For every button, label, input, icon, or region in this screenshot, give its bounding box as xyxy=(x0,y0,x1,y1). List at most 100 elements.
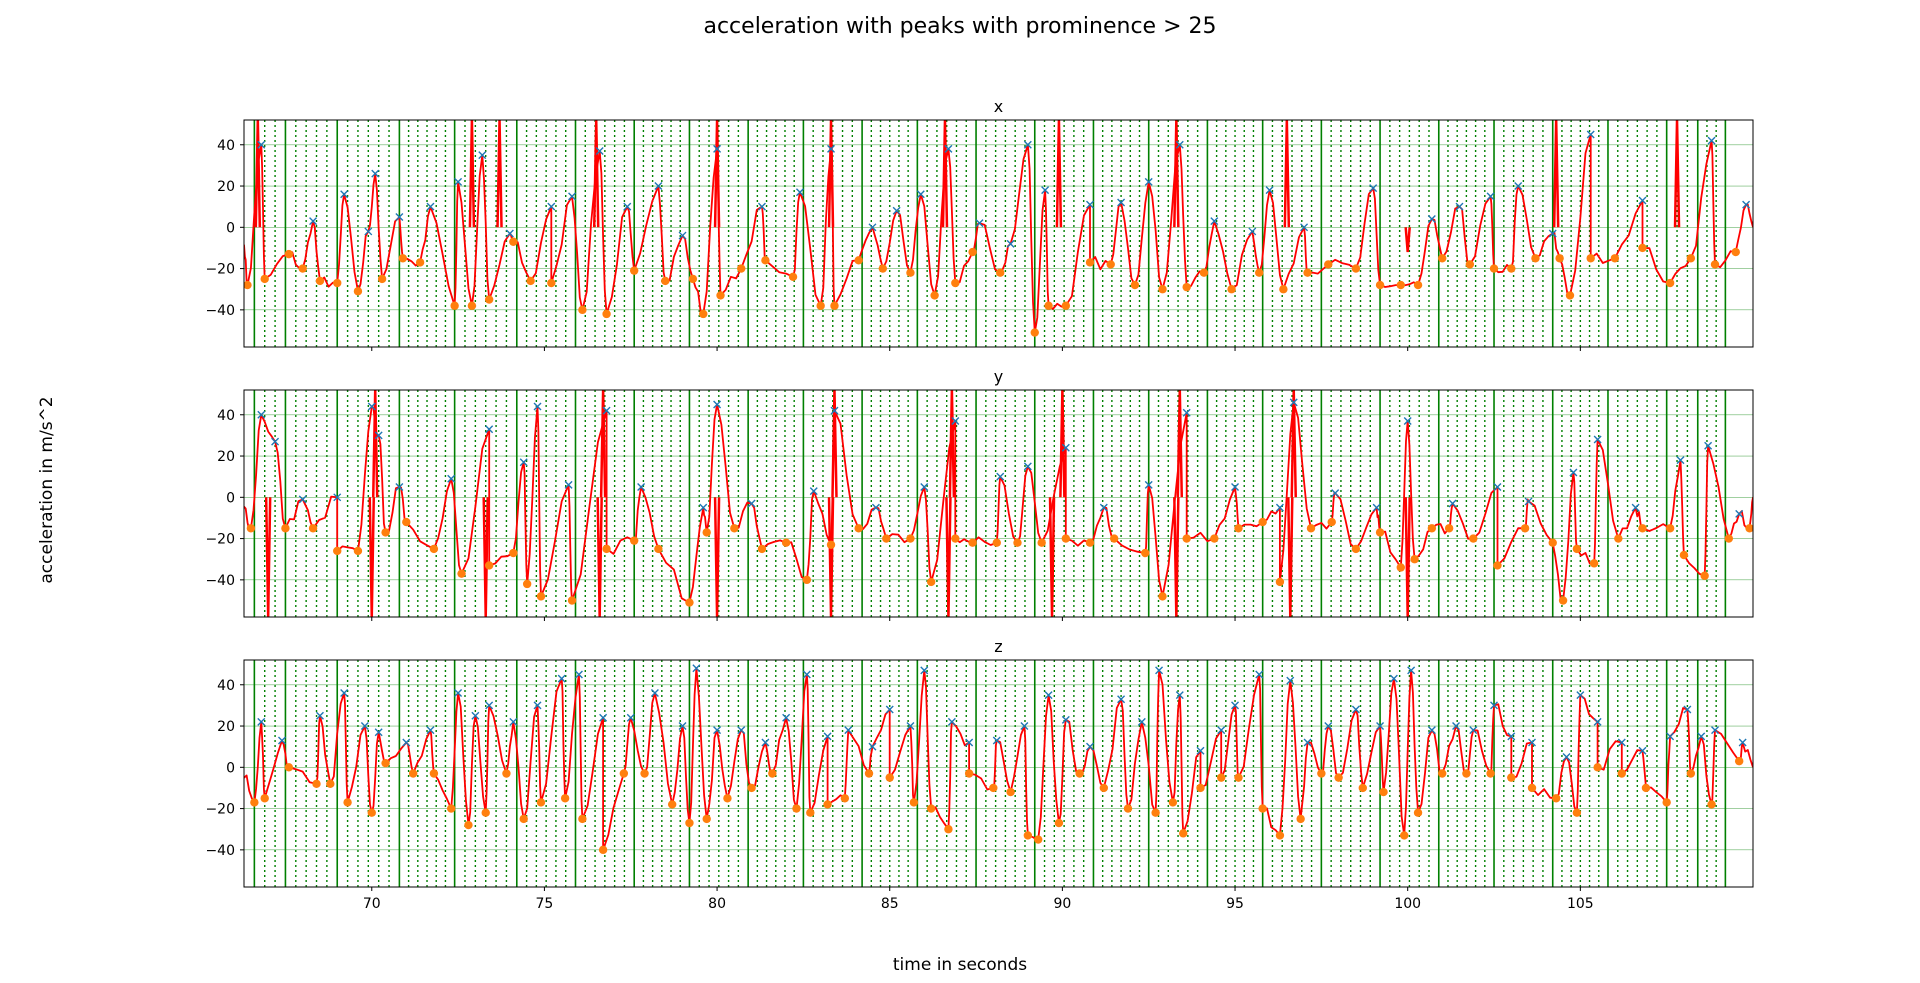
peak-marker xyxy=(602,406,611,415)
signal-spike xyxy=(827,497,835,617)
valley-marker xyxy=(1665,524,1675,533)
peak-marker xyxy=(426,202,435,211)
peak-marker xyxy=(1023,140,1032,149)
valley-marker xyxy=(823,800,832,809)
valley-marker xyxy=(1034,835,1043,844)
x-tick-label: 100 xyxy=(1394,896,1421,912)
valley-marker xyxy=(353,546,363,556)
figure-title: acceleration with peaks with prominence … xyxy=(703,14,1217,39)
valley-marker xyxy=(816,301,825,310)
peak-marker xyxy=(1099,503,1108,512)
peak-marker xyxy=(1372,503,1381,512)
peak-marker xyxy=(1452,722,1461,731)
valley-marker xyxy=(1275,831,1285,840)
y-tick-label: 40 xyxy=(217,678,235,694)
valley-marker xyxy=(1438,254,1447,263)
valley-marker xyxy=(996,268,1005,277)
y-tick-label: −20 xyxy=(205,802,235,818)
peak-marker xyxy=(678,231,687,240)
peak-marker xyxy=(257,410,266,419)
valley-marker xyxy=(1199,268,1209,277)
valley-marker xyxy=(930,291,939,300)
peak-marker xyxy=(844,726,853,735)
signal-spike xyxy=(1173,497,1180,617)
signal-spike xyxy=(1055,120,1063,228)
valley-marker xyxy=(1589,559,1599,568)
valley-marker xyxy=(1507,773,1516,782)
signal-spike xyxy=(1290,390,1297,498)
valley-marker xyxy=(1610,254,1620,263)
valley-marker xyxy=(989,783,998,793)
peak-marker xyxy=(1742,200,1751,209)
peak-marker xyxy=(1006,239,1015,248)
valley-marker xyxy=(1745,524,1753,533)
valley-marker xyxy=(598,845,608,855)
y-tick-label: 40 xyxy=(217,408,235,424)
valley-marker xyxy=(1158,285,1167,294)
peak-marker xyxy=(1182,408,1191,417)
peak-marker xyxy=(599,713,608,722)
peak-marker xyxy=(533,402,542,411)
y-tick-label: 20 xyxy=(217,719,235,735)
peak-marker xyxy=(713,400,722,409)
valley-marker xyxy=(830,301,839,310)
peak-marker xyxy=(1427,215,1436,224)
signal-spike xyxy=(496,120,503,228)
valley-marker xyxy=(1641,783,1651,793)
valley-marker xyxy=(1707,800,1716,809)
peak-marker xyxy=(271,437,280,446)
panel-z: z 40 20 0 −20 −40 70 75 80 85 90 95 100 105 xyxy=(205,637,1754,912)
peak-marker xyxy=(1144,177,1153,186)
valley-marker xyxy=(484,295,494,304)
valley-marker xyxy=(882,534,891,543)
valley-marker xyxy=(964,769,974,778)
valley-marker xyxy=(429,544,439,554)
peak-marker xyxy=(757,202,766,211)
valley-marker xyxy=(1196,783,1205,793)
signal-spike xyxy=(945,497,952,617)
valley-marker xyxy=(1258,517,1267,527)
peak-marker xyxy=(564,480,573,489)
peak-marker xyxy=(947,717,956,726)
peak-marker xyxy=(1255,670,1264,679)
x-tick-label: 90 xyxy=(1053,896,1071,912)
x-tick-label: 105 xyxy=(1567,896,1594,912)
peak-marker xyxy=(298,495,307,504)
signal-spike xyxy=(592,120,600,228)
peak-marker xyxy=(1061,443,1070,452)
valley-marker xyxy=(1054,818,1064,828)
valley-marker xyxy=(878,264,888,273)
valley-marker xyxy=(260,794,269,803)
peak-marker xyxy=(277,736,286,745)
y-tick-label: 40 xyxy=(217,138,235,154)
peak-marker xyxy=(1086,200,1095,209)
valley-marker xyxy=(602,544,611,554)
peak-marker xyxy=(454,689,463,698)
valley-marker xyxy=(464,820,473,830)
signal-spike xyxy=(713,497,721,617)
y-tick-label: −40 xyxy=(205,573,235,589)
valley-marker xyxy=(1379,787,1388,797)
valley-marker xyxy=(864,769,874,778)
valley-marker xyxy=(1099,783,1109,793)
peak-marker xyxy=(1576,691,1585,700)
peak-marker xyxy=(637,482,646,491)
valley-marker xyxy=(1375,280,1385,290)
valley-marker xyxy=(1227,285,1236,294)
peak-marker xyxy=(1569,468,1578,477)
peak-marker xyxy=(1638,746,1647,755)
valley-marker xyxy=(284,249,294,259)
valley-marker xyxy=(1593,763,1602,772)
peak-marker xyxy=(478,151,487,160)
valley-marker xyxy=(1179,829,1188,838)
peak-marker xyxy=(426,726,435,735)
signal-spike xyxy=(1283,120,1291,228)
signal-spike xyxy=(831,390,838,498)
peak-marker xyxy=(533,701,542,710)
signal-spike xyxy=(468,120,476,228)
peak-marker xyxy=(1300,223,1309,232)
valley-marker xyxy=(629,536,639,545)
signal-spike xyxy=(1048,497,1056,617)
peak-marker xyxy=(1369,184,1378,193)
